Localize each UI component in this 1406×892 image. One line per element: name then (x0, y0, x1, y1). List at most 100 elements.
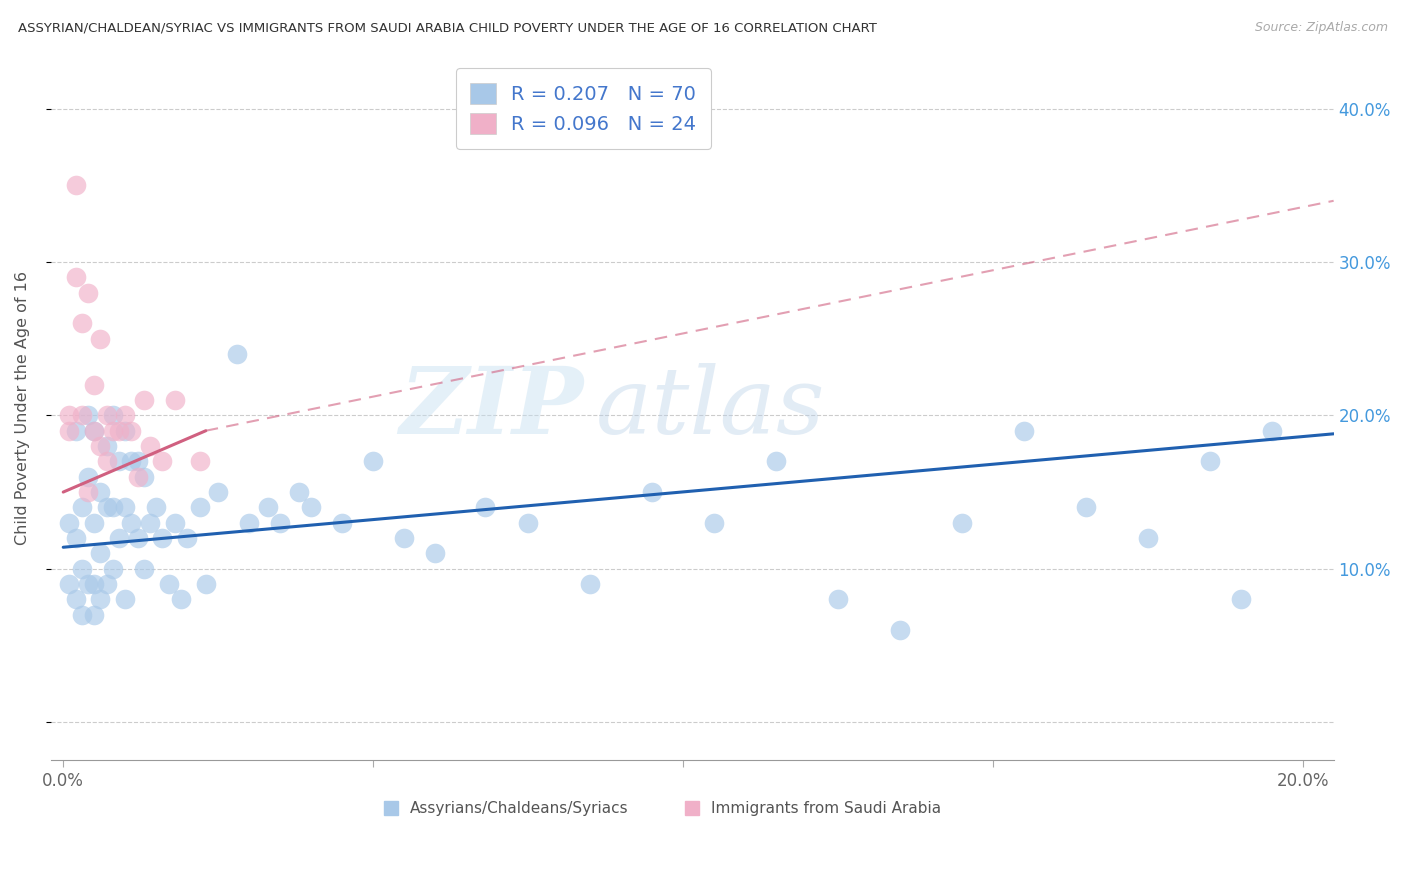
Point (127, 454, 149, 468)
Point (114, 424, 136, 438)
Point (827, 592, 849, 607)
Point (269, 516, 291, 530)
Point (89, 439, 111, 453)
Point (96, 577, 118, 591)
Text: atlas: atlas (596, 363, 825, 453)
Point (287, 485, 309, 500)
Point (70, 562, 93, 576)
Point (77, 285, 100, 300)
Point (96, 439, 118, 453)
Point (65, 270, 87, 285)
Point (89, 485, 111, 500)
Point (145, 500, 167, 515)
Point (65, 531, 87, 545)
Point (83, 424, 105, 438)
Point (101, 500, 124, 515)
Point (58, 424, 80, 438)
Point (703, 516, 725, 530)
Point (150, 454, 173, 468)
Point (101, 562, 124, 576)
Point (77, 485, 100, 500)
Point (194, 577, 217, 591)
Point (299, 500, 322, 515)
Point (120, 424, 142, 438)
Y-axis label: Child Poverty Under the Age of 16: Child Poverty Under the Age of 16 (15, 271, 30, 545)
Point (132, 562, 155, 576)
Point (256, 500, 278, 515)
Point (132, 469, 155, 483)
Point (950, 516, 973, 530)
Point (1074, 500, 1097, 515)
Text: ZIP: ZIP (399, 363, 583, 453)
Point (139, 439, 162, 453)
Point (96, 500, 118, 515)
Point (889, 623, 911, 637)
Point (176, 531, 198, 545)
Point (89, 592, 111, 607)
Point (65, 424, 87, 438)
Point (330, 516, 353, 530)
Point (114, 409, 136, 423)
Point (65, 592, 87, 607)
Point (392, 531, 415, 545)
Point (58, 516, 80, 530)
Point (423, 546, 446, 560)
Point (139, 516, 162, 530)
Point (83, 607, 105, 622)
Point (163, 516, 186, 530)
Point (163, 393, 186, 408)
Point (238, 516, 260, 530)
Point (132, 393, 155, 408)
Point (77, 577, 100, 591)
Point (83, 377, 105, 392)
Point (1198, 454, 1220, 468)
Point (207, 485, 229, 500)
Point (101, 424, 124, 438)
Point (579, 577, 602, 591)
Point (474, 500, 496, 515)
Point (1260, 424, 1282, 438)
Point (77, 469, 100, 483)
Point (108, 531, 131, 545)
Point (83, 516, 105, 530)
Point (127, 531, 149, 545)
Point (157, 577, 180, 591)
Point (96, 454, 118, 468)
Point (170, 592, 193, 607)
Point (114, 500, 136, 515)
Point (114, 592, 136, 607)
Text: Assyrians/Chaldeans/Syriacs: Assyrians/Chaldeans/Syriacs (411, 801, 628, 816)
Point (641, 485, 664, 500)
Point (77, 409, 100, 423)
Point (1229, 592, 1251, 607)
Point (70, 409, 93, 423)
Point (58, 577, 80, 591)
Point (765, 454, 787, 468)
Point (1012, 424, 1035, 438)
Point (70, 500, 93, 515)
Point (225, 347, 247, 361)
Point (127, 469, 149, 483)
Point (96, 409, 118, 423)
Point (120, 454, 142, 468)
Point (361, 454, 384, 468)
Legend: R = 0.207   N = 70, R = 0.096   N = 24: R = 0.207 N = 70, R = 0.096 N = 24 (456, 69, 710, 149)
Point (517, 516, 540, 530)
Point (1136, 531, 1159, 545)
Point (188, 454, 211, 468)
Point (83, 424, 105, 438)
Point (101, 409, 124, 423)
Point (83, 577, 105, 591)
Point (188, 500, 211, 515)
Text: Immigrants from Saudi Arabia: Immigrants from Saudi Arabia (711, 801, 942, 816)
Point (89, 332, 111, 346)
Point (58, 409, 80, 423)
Point (89, 546, 111, 560)
Text: ASSYRIAN/CHALDEAN/SYRIAC VS IMMIGRANTS FROM SAUDI ARABIA CHILD POVERTY UNDER THE: ASSYRIAN/CHALDEAN/SYRIAC VS IMMIGRANTS F… (18, 21, 877, 35)
Point (70, 607, 93, 622)
Point (70, 317, 93, 331)
Point (120, 516, 142, 530)
Point (108, 424, 131, 438)
Text: Source: ZipAtlas.com: Source: ZipAtlas.com (1254, 21, 1388, 35)
Point (150, 531, 173, 545)
